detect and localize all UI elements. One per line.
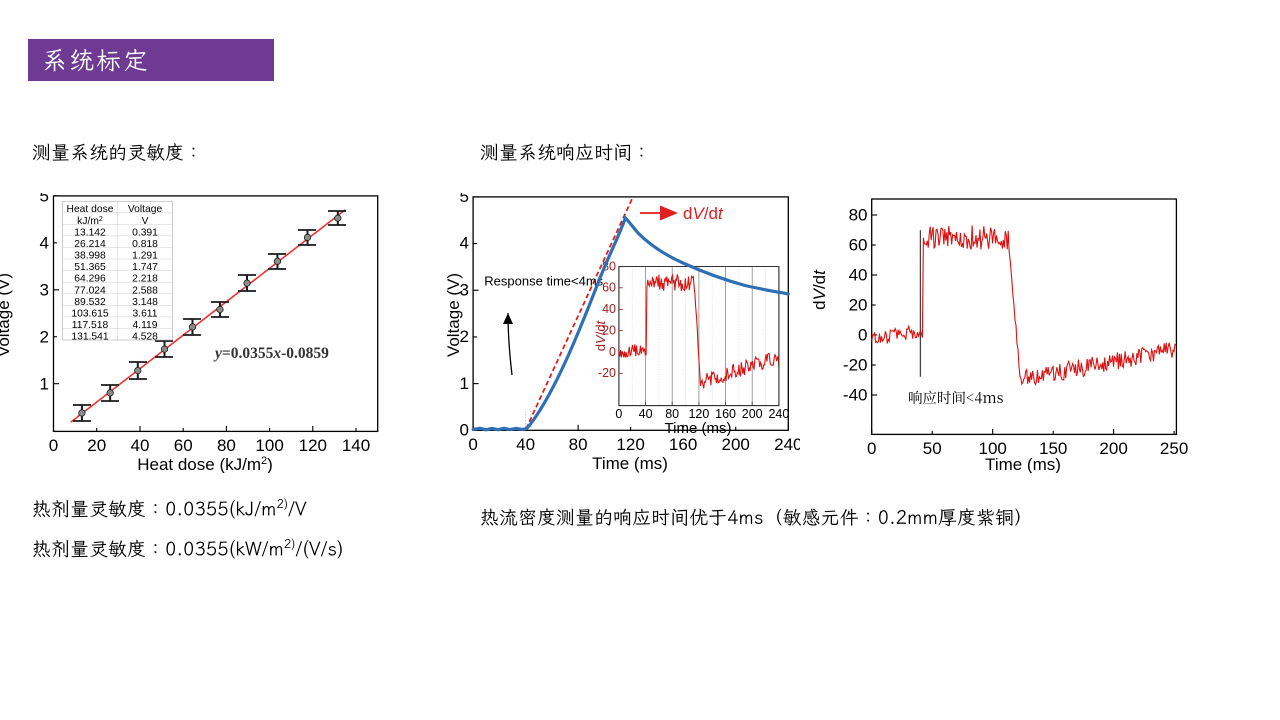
svg-text:3.148: 3.148 (132, 297, 158, 308)
svg-text:60: 60 (174, 436, 193, 455)
svg-text:3.611: 3.611 (132, 308, 157, 319)
svg-text:0: 0 (468, 435, 477, 454)
svg-text:dV/dt: dV/dt (683, 204, 724, 223)
svg-text:5: 5 (460, 193, 469, 206)
svg-text:2.218: 2.218 (132, 274, 158, 285)
svg-text:80: 80 (849, 206, 868, 225)
svg-text:80: 80 (665, 407, 679, 421)
svg-text:4: 4 (40, 234, 49, 253)
svg-text:131.541: 131.541 (71, 332, 108, 343)
svg-text:-40: -40 (843, 386, 868, 405)
svg-text:40: 40 (516, 435, 535, 454)
svg-text:103.615: 103.615 (71, 308, 108, 319)
svg-text:89.532: 89.532 (74, 297, 106, 308)
svg-text:50: 50 (923, 439, 942, 458)
svg-text:2.588: 2.588 (132, 285, 158, 296)
svg-text:51.365: 51.365 (74, 262, 106, 273)
svg-text:64.296: 64.296 (74, 274, 106, 285)
svg-text:Response time<4ms: Response time<4ms (484, 274, 603, 289)
svg-text:160: 160 (669, 435, 697, 454)
svg-text:1.291: 1.291 (132, 251, 158, 262)
svg-text:-20: -20 (598, 366, 616, 380)
svg-text:0: 0 (615, 407, 622, 421)
svg-text:40: 40 (849, 266, 868, 285)
svg-text:200: 200 (1099, 439, 1127, 458)
svg-text:3: 3 (460, 280, 469, 299)
svg-text:80: 80 (217, 436, 236, 455)
svg-text:0: 0 (867, 439, 876, 458)
svg-text:-20: -20 (843, 356, 868, 375)
svg-text:1.747: 1.747 (132, 262, 158, 273)
svg-text:dV/dt: dV/dt (593, 319, 608, 351)
svg-text:117.518: 117.518 (72, 320, 109, 331)
svg-text:240: 240 (774, 435, 800, 454)
svg-text:120: 120 (616, 435, 644, 454)
svg-text:40: 40 (602, 302, 616, 316)
svg-text:240: 240 (768, 407, 789, 421)
svg-text:Time (ms): Time (ms) (592, 454, 668, 473)
svg-text:响应时间<4ms: 响应时间<4ms (908, 387, 1004, 408)
svg-text:200: 200 (722, 435, 750, 454)
svg-text:Voltage: Voltage (128, 204, 163, 215)
svg-text:4.119: 4.119 (132, 320, 157, 331)
svg-text:80: 80 (569, 435, 588, 454)
svg-text:2: 2 (460, 327, 469, 346)
svg-text:60: 60 (602, 281, 616, 295)
svg-text:40: 40 (639, 407, 653, 421)
svg-text:0.391: 0.391 (132, 227, 158, 238)
svg-text:120: 120 (688, 407, 709, 421)
svg-text:4: 4 (460, 234, 469, 253)
svg-text:20: 20 (849, 296, 868, 315)
svg-text:38.998: 38.998 (74, 251, 106, 262)
svg-text:Heat dose: Heat dose (67, 204, 114, 215)
svg-text:4.528: 4.528 (132, 332, 158, 343)
svg-text:20: 20 (87, 436, 106, 455)
svg-text:77.024: 77.024 (74, 285, 106, 296)
svg-text:250: 250 (1160, 439, 1188, 458)
svg-text:120: 120 (299, 436, 327, 455)
svg-text:200: 200 (742, 407, 763, 421)
svg-text:0: 0 (49, 436, 58, 455)
svg-text:100: 100 (255, 436, 283, 455)
svg-text:140: 140 (342, 436, 370, 455)
svg-text:2: 2 (40, 327, 49, 346)
svg-text:160: 160 (715, 407, 736, 421)
svg-text:Time (ms): Time (ms) (985, 455, 1061, 473)
svg-text:y=0.0355x-0.0859: y=0.0355x-0.0859 (213, 345, 329, 362)
svg-text:0: 0 (858, 326, 867, 345)
svg-text:V: V (142, 216, 149, 227)
svg-text:26.214: 26.214 (74, 239, 106, 250)
svg-text:0.818: 0.818 (132, 239, 158, 250)
svg-text:Time (ms): Time (ms) (665, 420, 732, 437)
svg-text:1: 1 (40, 374, 49, 393)
svg-text:0: 0 (609, 345, 616, 359)
svg-text:13.142: 13.142 (74, 227, 106, 238)
svg-text:1: 1 (460, 374, 469, 393)
svg-text:40: 40 (131, 436, 150, 455)
svg-text:Heat dose (kJ/m2): Heat dose (kJ/m2) (137, 455, 273, 473)
svg-text:3: 3 (40, 280, 49, 299)
svg-text:5: 5 (40, 193, 49, 206)
svg-text:60: 60 (849, 236, 868, 255)
